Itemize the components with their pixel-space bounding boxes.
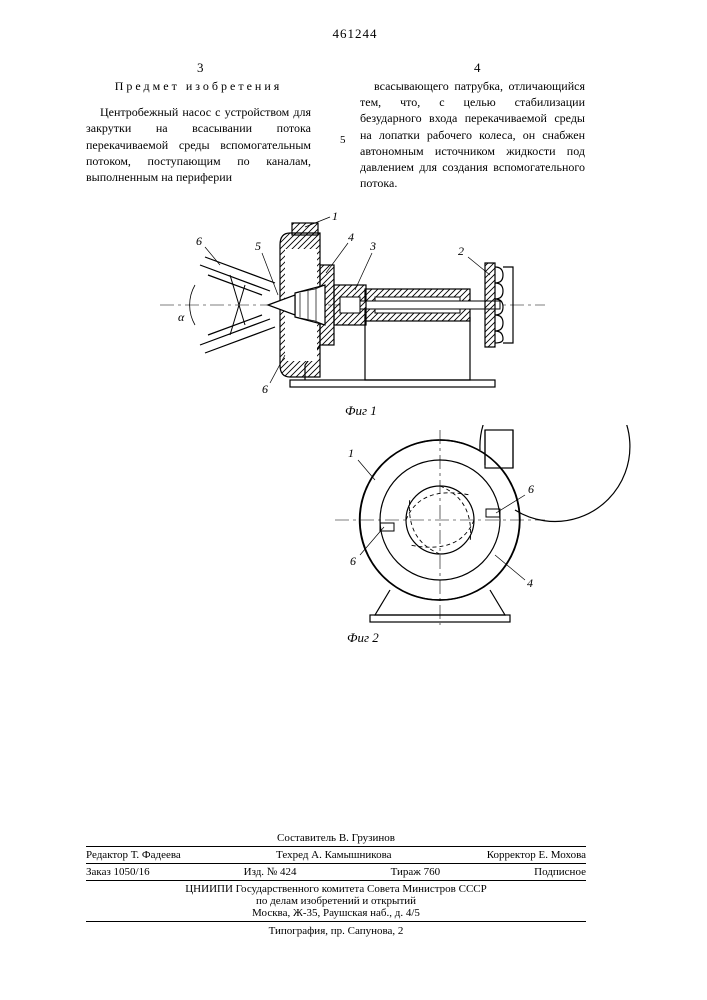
fig1-label-5: 5: [255, 239, 261, 253]
footer-subscription: Подписное: [534, 866, 586, 878]
footer-corrector: Корректор Е. Мохова: [487, 849, 586, 861]
footer-editor: Редактор Т. Фадеева: [86, 849, 181, 861]
footer-tirage: Тираж 760: [391, 866, 441, 878]
footer-block: Составитель В. Грузинов Редактор Т. Фаде…: [86, 830, 586, 940]
line-number-marker: 5: [340, 134, 346, 146]
fig1-label-4: 4: [348, 230, 354, 244]
figure-2-caption: Фиг 2: [347, 630, 379, 646]
footer-org-line1: ЦНИИПИ Государственного комитета Совета …: [185, 883, 487, 895]
column-number-left: 3: [197, 60, 204, 76]
fig1-label-1: 1: [332, 209, 338, 223]
figure-1: α 1 2 3 4 5 6 6: [150, 205, 550, 400]
fig1-label-2: 2: [458, 244, 464, 258]
footer-typography: Типография, пр. Сапунова, 2: [86, 921, 586, 940]
footer-order: Заказ 1050/16: [86, 866, 150, 878]
left-column-text: Центробежный насос с устройством для за­…: [86, 104, 311, 185]
column-number-right: 4: [474, 60, 481, 76]
fig1-label-6a: 6: [196, 234, 202, 248]
right-column-text: всасывающего патрубка, отличающийся тем,…: [360, 78, 585, 191]
footer-org-line3: Москва, Ж-35, Раушская наб., д. 4/5: [252, 907, 420, 919]
figure-2: 1 4 6 6: [240, 425, 640, 635]
fig2-label-4: 4: [527, 576, 533, 590]
page: 461244 3 4 Предмет изобретения Центробеж…: [0, 0, 707, 1000]
footer-org-line2: по делам изобретений и открытий: [256, 895, 416, 907]
figure-1-caption: Фиг 1: [345, 403, 377, 419]
fig1-label-3: 3: [369, 239, 376, 253]
figures-area: α 1 2 3 4 5 6 6 Фиг 1: [150, 205, 550, 715]
fig2-label-6b: 6: [528, 482, 534, 496]
fig2-label-6a: 6: [350, 554, 356, 568]
left-column: Предмет изобретения Центробежный насос с…: [86, 78, 311, 185]
footer-techred: Техред А. Камышникова: [276, 849, 391, 861]
fig1-label-6b: 6: [262, 382, 268, 396]
footer-izd: Изд. № 424: [244, 866, 297, 878]
fig2-label-1: 1: [348, 446, 354, 460]
right-column: всасывающего патрубка, отличающийся тем,…: [360, 78, 585, 191]
subject-heading: Предмет изобретения: [86, 78, 311, 94]
footer-compiler: Составитель В. Грузинов: [86, 830, 586, 846]
patent-number: 461244: [265, 26, 445, 42]
angle-alpha-label: α: [178, 310, 185, 324]
